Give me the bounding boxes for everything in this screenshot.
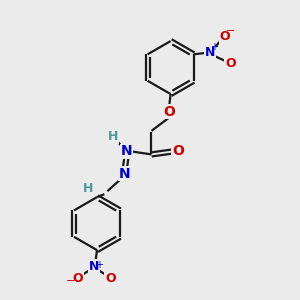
Text: O: O [219, 30, 230, 43]
Text: N: N [205, 46, 215, 59]
Text: −: − [226, 26, 236, 36]
Text: H: H [108, 130, 119, 143]
Text: O: O [172, 145, 184, 158]
Text: N: N [119, 167, 131, 181]
Text: O: O [163, 105, 175, 119]
Text: N: N [121, 145, 132, 158]
Text: H: H [83, 182, 93, 195]
Text: O: O [225, 57, 236, 70]
Text: −: − [66, 276, 75, 286]
Text: +: + [95, 260, 104, 270]
Text: +: + [210, 42, 218, 52]
Text: O: O [73, 272, 83, 285]
Text: N: N [89, 260, 99, 273]
Text: O: O [105, 272, 116, 285]
